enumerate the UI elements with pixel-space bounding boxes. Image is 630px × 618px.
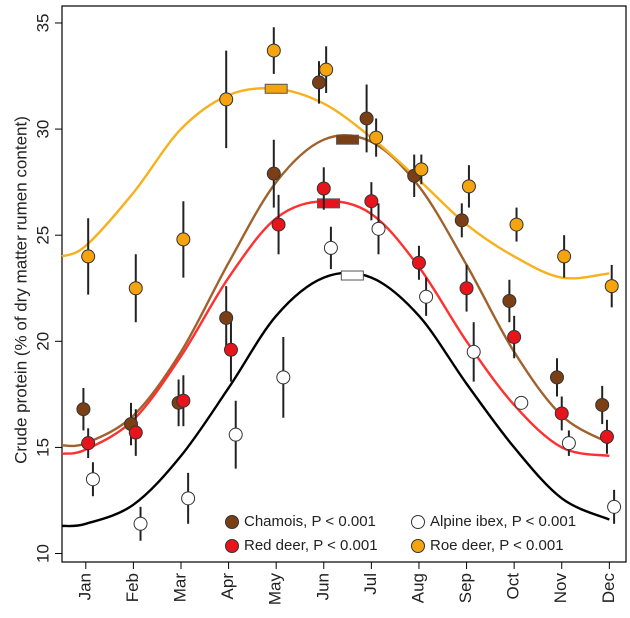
plot-frame: [61, 5, 627, 563]
fit-curve: [61, 271, 610, 528]
data-point: [76, 402, 91, 417]
y-tick-label: 25: [33, 226, 52, 245]
data-point: [316, 181, 331, 196]
x-tick-label: Mar: [170, 573, 189, 603]
x-tick-label: Sep: [456, 573, 475, 603]
legend-label: Chamois, P < 0.001: [244, 513, 376, 530]
legend-marker: [411, 515, 425, 529]
data-point: [411, 255, 426, 270]
data-point: [319, 62, 334, 77]
x-tick-label: Nov: [551, 573, 570, 604]
x-tick-label: Oct: [504, 573, 523, 600]
legend-marker: [225, 539, 239, 553]
x-tick-label: Jul: [361, 573, 380, 595]
data-point: [607, 499, 622, 514]
peak-marker: [340, 270, 364, 281]
data-point: [359, 111, 374, 126]
data-point: [561, 436, 576, 451]
data-point: [364, 194, 379, 209]
peak-marker: [264, 83, 288, 94]
legend-label: Red deer, P < 0.001: [244, 537, 378, 554]
legend-marker: [225, 515, 239, 529]
peak-marker: [336, 134, 360, 145]
data-point: [219, 310, 234, 325]
x-tick-label: May: [266, 573, 285, 606]
data-point: [454, 213, 469, 228]
data-point: [81, 436, 96, 451]
data-point: [554, 406, 569, 421]
y-axis-title: Crude protein (% of dry matter rumen con…: [11, 116, 30, 464]
data-point: [599, 429, 614, 444]
data-point: [371, 221, 386, 236]
data-point: [557, 249, 572, 264]
data-point: [414, 162, 429, 177]
data-point: [128, 281, 143, 296]
peak-marker: [317, 198, 341, 209]
x-tick-label: Feb: [123, 573, 142, 602]
y-tick-label: 20: [33, 332, 52, 351]
y-tick-label: 10: [33, 544, 52, 563]
data-point: [181, 491, 196, 506]
legend-label: Roe deer, P < 0.001: [430, 537, 564, 554]
data-point: [276, 370, 291, 385]
data-point: [595, 397, 610, 412]
data-point: [549, 370, 564, 385]
fit-curve: [61, 87, 610, 280]
data-point: [323, 240, 338, 255]
x-tick-label: Dec: [599, 573, 618, 604]
data-point: [312, 75, 327, 90]
legend-marker: [411, 539, 425, 553]
fit-curve: [61, 199, 610, 458]
x-tick-label: Aug: [408, 573, 427, 603]
data-point: [514, 395, 529, 410]
data-point: [85, 472, 100, 487]
y-tick-label: 35: [33, 14, 52, 33]
data-point: [419, 289, 434, 304]
data-point: [81, 249, 96, 264]
data-point: [507, 330, 522, 345]
data-point: [271, 217, 286, 232]
x-tick-label: Apr: [218, 573, 237, 600]
x-tick-label: Jun: [313, 573, 332, 600]
data-point: [502, 293, 517, 308]
data-point: [509, 217, 524, 232]
data-point: [459, 281, 474, 296]
data-point: [604, 279, 619, 294]
data-point: [219, 92, 234, 107]
legend-label: Alpine ibex, P < 0.001: [430, 513, 576, 530]
data-point: [266, 166, 281, 181]
data-point: [176, 393, 191, 408]
data-point: [266, 43, 281, 58]
data-point: [133, 516, 148, 531]
data-point: [223, 342, 238, 357]
x-tick-label: Jan: [75, 573, 94, 600]
data-point: [466, 344, 481, 359]
y-tick-label: 30: [33, 120, 52, 139]
data-point: [228, 427, 243, 442]
data-point: [128, 425, 143, 440]
data-point: [369, 130, 384, 145]
data-point: [461, 179, 476, 194]
y-tick-label: 15: [33, 438, 52, 457]
data-point: [176, 232, 191, 247]
